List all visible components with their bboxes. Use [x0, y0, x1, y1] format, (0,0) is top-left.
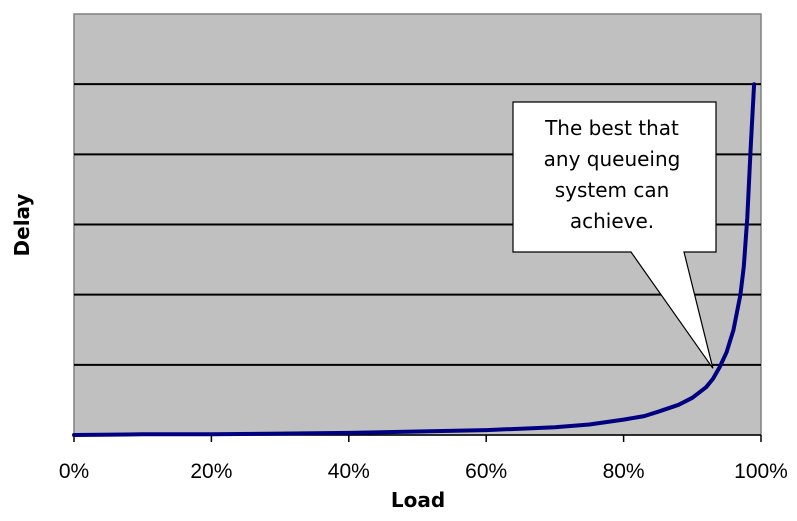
x-axis-ticks	[73, 435, 762, 442]
x-tick-label: 80%	[603, 460, 645, 483]
x-axis-tick-labels: 0% 20% 40% 60% 80% 100%	[59, 460, 788, 483]
series-line	[72, 82, 757, 437]
x-tick-label: 20%	[190, 460, 232, 483]
x-tick-label: 40%	[328, 460, 370, 483]
x-tick-label: 60%	[465, 460, 507, 483]
x-tick-label: 0%	[59, 460, 89, 483]
x-tick-label: 100%	[734, 460, 788, 483]
x-axis-title: Load	[391, 488, 445, 512]
callout-line-2: any queueing	[544, 147, 681, 171]
callout-line-1: The best that	[544, 116, 679, 140]
y-axis-title: Delay	[10, 194, 34, 257]
callout-line-4: achieve.	[570, 209, 654, 233]
gridlines	[74, 83, 761, 366]
callout-box: The best that any queueing system can ac…	[512, 101, 717, 369]
callout-shape	[512, 101, 717, 369]
callout-line-3: system can	[555, 178, 670, 202]
